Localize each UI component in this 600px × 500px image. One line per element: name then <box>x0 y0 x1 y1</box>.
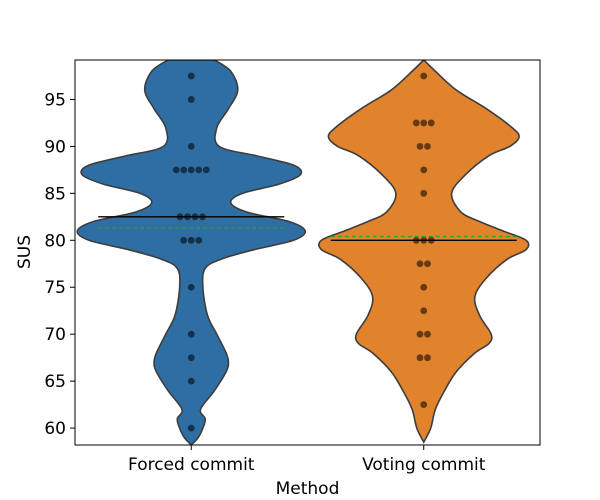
y-tick-label: 95 <box>44 90 66 110</box>
data-point <box>187 330 195 338</box>
data-point <box>187 377 195 385</box>
data-point <box>180 236 188 244</box>
y-tick-label: 90 <box>44 137 66 157</box>
data-point <box>420 283 428 291</box>
y-tick-label: 75 <box>44 278 66 298</box>
data-point <box>420 72 428 80</box>
violin-body <box>76 60 307 445</box>
data-point <box>202 166 210 174</box>
plot-frame <box>74 59 541 446</box>
x-axis-label: Method <box>276 479 340 499</box>
x-axis: Forced commit Voting commit <box>128 445 486 475</box>
y-tick-label: 85 <box>44 184 66 204</box>
violin-body <box>318 60 530 444</box>
y-tick-label: 70 <box>44 325 66 345</box>
data-point <box>195 236 203 244</box>
data-point <box>187 142 195 150</box>
x-tick-label: Voting commit <box>362 455 486 475</box>
data-point <box>416 330 424 338</box>
data-point <box>420 189 428 197</box>
data-point <box>416 142 424 150</box>
data-point <box>420 307 428 315</box>
data-point <box>424 330 431 338</box>
x-tick-label: Forced commit <box>128 455 255 475</box>
swarm-points <box>172 72 435 432</box>
y-tick-label: 65 <box>44 372 66 392</box>
data-point <box>420 401 428 409</box>
data-point <box>187 166 195 174</box>
data-point <box>187 283 195 291</box>
y-tick-label: 80 <box>44 231 66 251</box>
data-point <box>424 260 431 268</box>
violins <box>76 60 530 445</box>
y-axis: 60 65 70 75 80 85 90 95 <box>44 90 75 439</box>
data-point <box>424 142 431 150</box>
mean-median-lines <box>98 216 517 241</box>
y-tick-label: 60 <box>44 419 66 439</box>
data-point <box>420 119 428 127</box>
data-point <box>427 119 435 127</box>
data-point <box>412 119 420 127</box>
data-point <box>416 354 424 362</box>
data-point <box>416 260 424 268</box>
data-point <box>187 424 195 432</box>
data-point <box>180 166 188 174</box>
data-point <box>424 354 431 362</box>
data-point <box>420 166 428 174</box>
data-point <box>195 166 203 174</box>
data-point <box>172 166 180 174</box>
data-point <box>187 72 195 80</box>
data-point <box>187 236 195 244</box>
data-point <box>187 96 195 103</box>
data-point <box>187 354 195 362</box>
y-axis-label: SUS <box>15 235 35 269</box>
